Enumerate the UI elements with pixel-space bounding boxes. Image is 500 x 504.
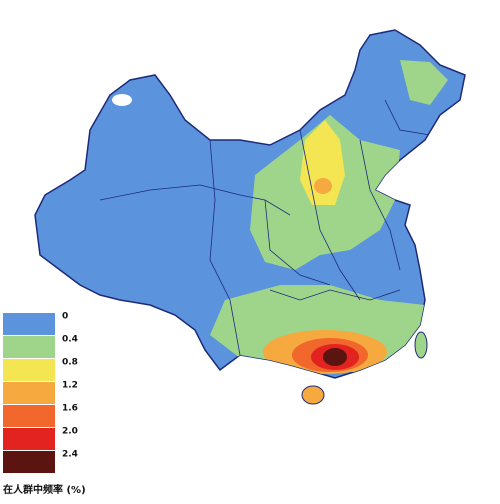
hainan (301, 385, 325, 405)
legend-label: 1.6 (62, 404, 78, 414)
legend-label: 0.4 (62, 335, 78, 345)
legend-swatch (3, 359, 55, 381)
province-borders (99, 99, 431, 356)
legend-label: 2.4 (62, 450, 78, 460)
china-map (34, 29, 466, 405)
legend-swatch (3, 428, 55, 450)
legend-swatch (3, 451, 55, 473)
legend-label: 0.8 (62, 358, 78, 368)
lake (112, 94, 132, 106)
legend-label: 1.2 (62, 381, 78, 391)
yellow-zone (300, 120, 345, 205)
legend-label: 0 (62, 312, 68, 322)
taiwan (414, 331, 428, 359)
dark-zone (323, 348, 347, 366)
yellow-spot (314, 178, 332, 194)
legend-title: 在人群中频率 (%) (3, 483, 86, 496)
legend-swatch (3, 405, 55, 427)
legend: 0 0.4 0.8 1.2 1.6 2.0 2.4 (3, 312, 78, 473)
legend-swatch (3, 382, 55, 404)
legend-label: 2.0 (62, 427, 78, 437)
legend-swatch (3, 313, 55, 335)
green-zone-northeast (400, 60, 448, 105)
legend-swatch (3, 336, 55, 358)
